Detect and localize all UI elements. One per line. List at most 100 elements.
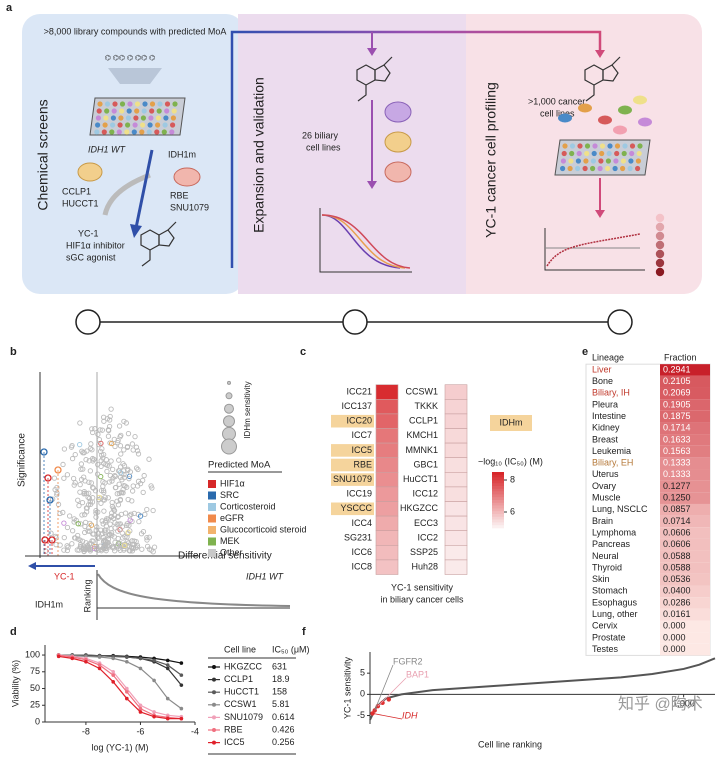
volcano-point (83, 505, 90, 511)
arrow-head (595, 210, 605, 218)
cell-line: SNU1079 (170, 202, 209, 212)
colorbar-step (492, 480, 504, 484)
watermark: 知乎 @陶术 (618, 695, 703, 713)
well (97, 101, 103, 107)
volcano-point (90, 429, 96, 436)
volcano-point (86, 458, 92, 464)
colorbar-step (492, 474, 504, 478)
well (605, 158, 612, 164)
well (575, 165, 581, 172)
heat-cell (444, 457, 468, 473)
legend-dot (212, 740, 216, 745)
well (102, 122, 108, 128)
heat-cell (375, 471, 399, 488)
well (577, 143, 583, 149)
well (154, 129, 160, 135)
x-axis-label: log (YC-1) (M) (91, 742, 148, 752)
well (569, 143, 576, 149)
legend-label: HIF1α (220, 478, 245, 488)
dose-point (165, 658, 170, 663)
volcano-point (90, 485, 97, 491)
well (599, 143, 606, 149)
y-tick-label: 5 (360, 668, 365, 678)
stage-box (22, 14, 244, 294)
highlight-point (372, 708, 377, 713)
well (590, 165, 596, 172)
volcano-point (98, 463, 104, 470)
colorbar-step (492, 522, 504, 526)
cell-icon (633, 95, 647, 105)
heat-cell (444, 384, 468, 400)
row-label: KMCH1 (406, 430, 438, 440)
volcano-point (100, 455, 106, 461)
volcano-point (116, 545, 122, 551)
fraction: 0.1714 (663, 423, 691, 433)
fraction-cell (660, 527, 710, 539)
legend-name: HuCCT1 (224, 687, 259, 697)
stage-box (466, 14, 496, 294)
lineage: Muscle (592, 493, 621, 503)
volcano-point (98, 500, 104, 506)
row-label: ICC137 (341, 401, 372, 411)
volcano-point (97, 427, 103, 433)
well (147, 122, 153, 128)
fraction-cell (660, 538, 710, 551)
volcano-point (146, 456, 152, 462)
volcano-point (129, 441, 136, 447)
volcano-point (77, 482, 83, 488)
lineage: Biliary, EH (592, 458, 633, 468)
legend-swatch (208, 514, 216, 523)
volcano-point (129, 548, 136, 554)
volcano-point (88, 480, 94, 486)
volcano-point (144, 534, 150, 541)
volcano-point (127, 528, 133, 534)
well (140, 122, 146, 128)
heat-cell (444, 559, 468, 575)
volcano-point (109, 499, 115, 506)
volcano-point (88, 441, 94, 447)
y-tick-label: 50 (30, 683, 40, 693)
volcano-point (46, 496, 54, 504)
volcano-point (48, 530, 54, 536)
fraction: 0.1905 (663, 399, 691, 409)
volcano-point (115, 514, 121, 520)
volcano-point (146, 546, 153, 552)
cell-icon (384, 101, 412, 123)
schematic-axes (544, 228, 645, 271)
compound: sGC agonist (66, 252, 116, 262)
panel-label: d (10, 626, 17, 638)
dose-point (179, 683, 184, 687)
panel-label: b (10, 346, 17, 358)
size-legend-title: IDHm sensitivity (243, 381, 252, 438)
heat-cell (375, 559, 399, 575)
legend-dot (212, 665, 216, 669)
volcano-point (106, 423, 113, 430)
volcano-point (41, 536, 49, 544)
fraction-cell (660, 492, 710, 504)
volcano-point (105, 516, 112, 522)
volcano-point (86, 541, 93, 547)
volcano-point (116, 481, 122, 487)
well (164, 108, 170, 114)
fraction-cell (660, 620, 710, 633)
well (119, 108, 125, 114)
heat-cell (375, 428, 399, 444)
volcano-point (124, 444, 131, 451)
heat-cell (375, 486, 399, 502)
stage-title: YC-1 cancer cell profiling (483, 82, 499, 238)
table-header: IC₅₀ (μM) (272, 644, 310, 654)
volcano-point (99, 446, 105, 452)
row-label: MMNK1 (405, 445, 438, 455)
volcano-point (107, 417, 113, 423)
volcano-point (93, 514, 99, 520)
volcano-point (117, 443, 124, 449)
well (142, 101, 148, 107)
lineage: Skin (592, 574, 610, 584)
fraction-cell (660, 597, 710, 609)
fraction: 0.0400 (663, 586, 691, 596)
ic50-value: 18.9 (272, 674, 290, 684)
fraction: 0.2105 (663, 376, 691, 386)
compound: HIF1α inhibitor (66, 240, 125, 250)
lineage: Intestine (592, 411, 626, 421)
dose-point (152, 658, 156, 663)
